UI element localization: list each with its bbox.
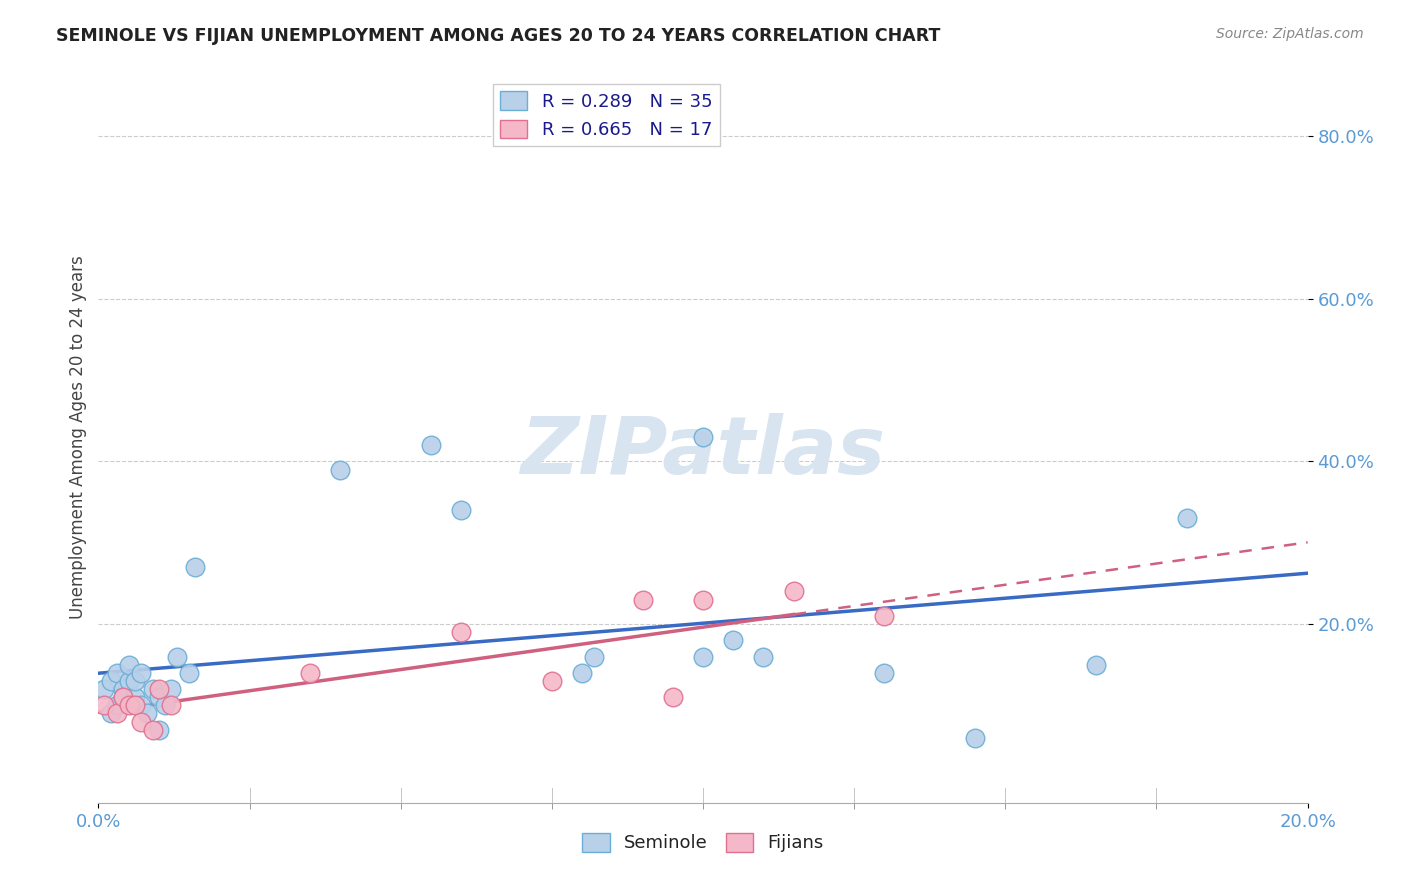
Point	[540, 673, 562, 688]
Point	[329, 462, 352, 476]
Point	[105, 665, 128, 680]
Point	[661, 690, 683, 705]
Point	[105, 706, 128, 721]
Point	[118, 698, 141, 713]
Point	[105, 698, 128, 713]
Point	[692, 649, 714, 664]
Point	[179, 665, 201, 680]
Point	[111, 690, 134, 705]
Point	[100, 673, 122, 688]
Point	[142, 723, 165, 737]
Point	[965, 731, 987, 745]
Point	[148, 723, 170, 737]
Point	[571, 665, 593, 680]
Point	[299, 665, 322, 680]
Point	[1175, 511, 1198, 525]
Point	[142, 681, 165, 696]
Point	[450, 503, 472, 517]
Point	[583, 649, 606, 664]
Point	[100, 706, 122, 721]
Point	[184, 560, 207, 574]
Point	[873, 665, 896, 680]
Point	[692, 592, 714, 607]
Point	[752, 649, 775, 664]
Point	[124, 673, 146, 688]
Point	[1085, 657, 1108, 672]
Point	[111, 681, 134, 696]
Point	[118, 673, 141, 688]
Point	[93, 698, 115, 713]
Point	[148, 690, 170, 705]
Point	[111, 690, 134, 705]
Point	[420, 438, 443, 452]
Legend: Seminole, Fijians: Seminole, Fijians	[575, 826, 831, 860]
Y-axis label: Unemployment Among Ages 20 to 24 years: Unemployment Among Ages 20 to 24 years	[69, 255, 87, 619]
Point	[135, 706, 157, 721]
Text: ZIPatlas: ZIPatlas	[520, 413, 886, 491]
Point	[873, 608, 896, 623]
Point	[723, 633, 745, 648]
Point	[148, 681, 170, 696]
Point	[124, 690, 146, 705]
Point	[153, 698, 176, 713]
Point	[118, 657, 141, 672]
Point	[129, 665, 152, 680]
Point	[129, 698, 152, 713]
Text: Source: ZipAtlas.com: Source: ZipAtlas.com	[1216, 27, 1364, 41]
Point	[160, 698, 183, 713]
Point	[692, 430, 714, 444]
Point	[450, 625, 472, 640]
Point	[129, 714, 152, 729]
Point	[631, 592, 654, 607]
Point	[93, 681, 115, 696]
Point	[124, 698, 146, 713]
Text: SEMINOLE VS FIJIAN UNEMPLOYMENT AMONG AGES 20 TO 24 YEARS CORRELATION CHART: SEMINOLE VS FIJIAN UNEMPLOYMENT AMONG AG…	[56, 27, 941, 45]
Point	[160, 681, 183, 696]
Point	[783, 584, 806, 599]
Point	[166, 649, 188, 664]
